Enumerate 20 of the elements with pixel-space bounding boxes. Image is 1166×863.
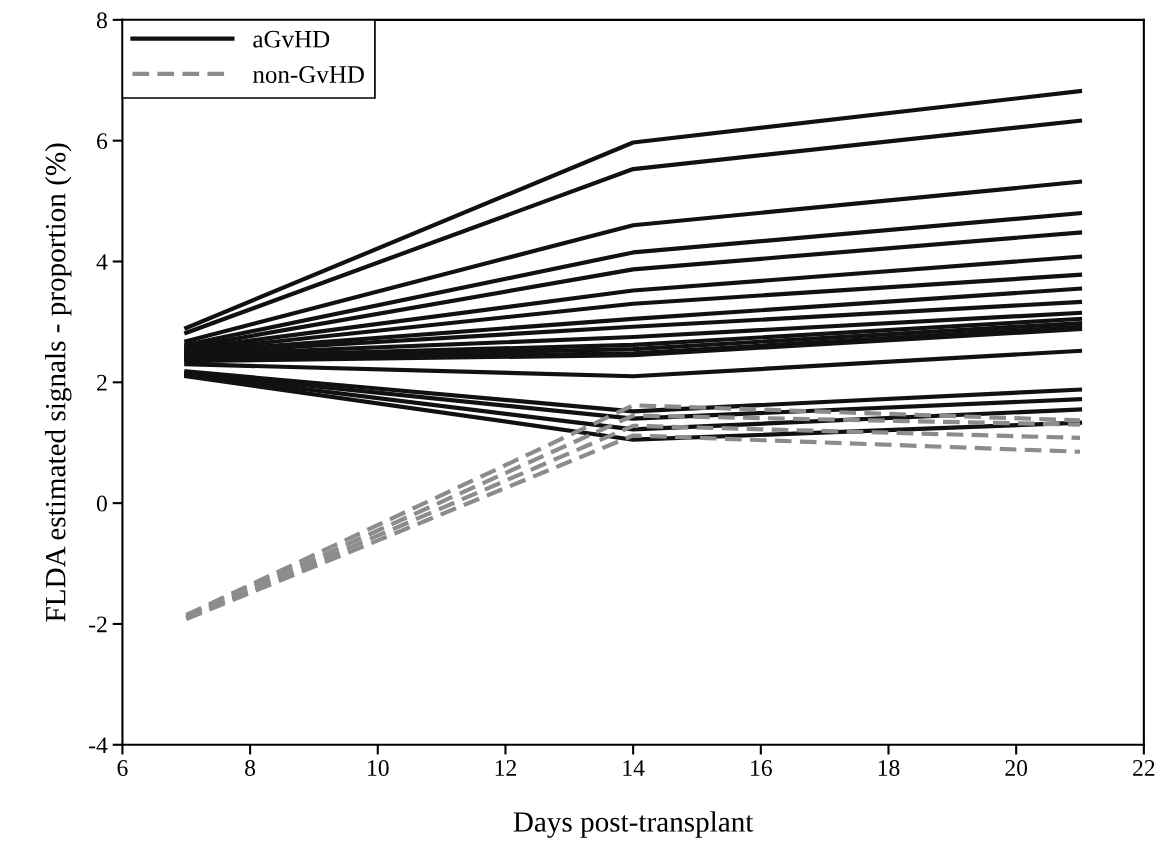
y-tick-label: 8 [96, 12, 107, 29]
x-tick-label: 20 [1005, 760, 1028, 776]
y-tick-label: -2 [89, 616, 107, 633]
x-tick-label: 8 [245, 760, 256, 776]
x-tick-label: 6 [117, 760, 128, 776]
y-tick-label: 2 [97, 374, 107, 391]
x-tick-label: 18 [878, 760, 900, 776]
x-tick-label: 16 [751, 760, 772, 776]
y-tick-label: -4 [89, 737, 108, 753]
y-tick-label: 6 [97, 133, 108, 150]
legend-label: aGvHD [253, 30, 330, 48]
x-tick-label: 22 [1133, 760, 1155, 776]
x-axis-title: Days post-transplant [513, 811, 754, 838]
y-tick-label: 4 [96, 254, 108, 270]
x-tick-label: 14 [623, 760, 645, 776]
legend-label: non-GvHD [253, 66, 364, 83]
y-axis-title: FLDA estimated signals - proportion (%) [44, 143, 72, 622]
x-tick-label: 12 [495, 760, 516, 776]
x-tick-label: 10 [368, 760, 389, 776]
y-tick-label: 0 [96, 495, 107, 512]
